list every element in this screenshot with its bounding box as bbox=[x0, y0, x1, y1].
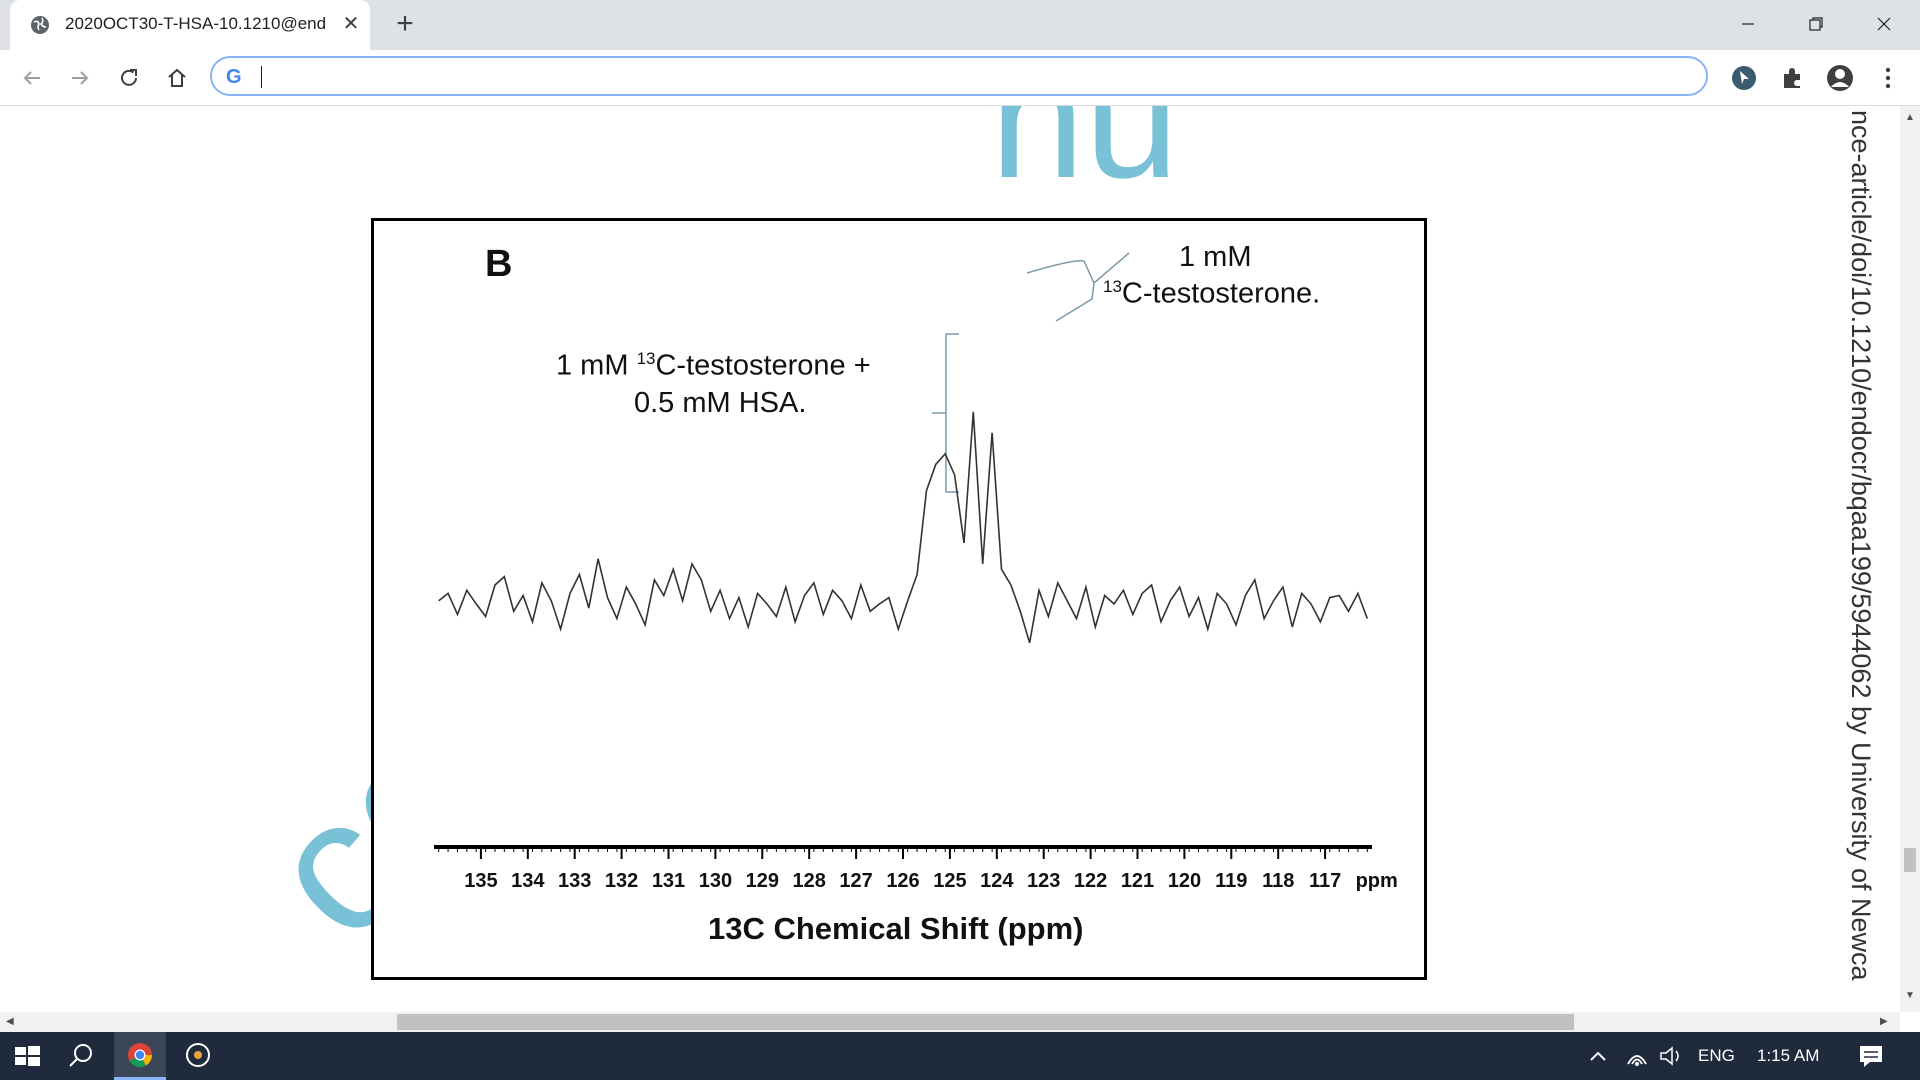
tab-close-button[interactable]: ✕ bbox=[342, 13, 360, 35]
scroll-left-arrow-icon[interactable]: ◀ bbox=[6, 1016, 14, 1027]
panel-label: B bbox=[485, 243, 513, 285]
windows-start-icon[interactable] bbox=[12, 1032, 42, 1080]
volume-icon[interactable] bbox=[1658, 1032, 1684, 1080]
taskbar-app-button[interactable] bbox=[172, 1032, 224, 1080]
back-arrow-icon bbox=[23, 71, 40, 85]
tick-label: 122 bbox=[1074, 870, 1107, 892]
x-axis-title: 13C Chemical Shift (ppm) bbox=[708, 911, 1084, 946]
tick-label: 119 bbox=[1215, 870, 1247, 892]
globe-icon bbox=[31, 16, 49, 34]
scroll-right-arrow-icon[interactable]: ▶ bbox=[1880, 1016, 1888, 1027]
tab-title: 2020OCT30-T-HSA-10.1210@end bbox=[65, 14, 327, 33]
label-complex-line1: 1 mM 13C-testosterone + bbox=[556, 349, 871, 383]
close-window-button[interactable] bbox=[1864, 8, 1904, 40]
tick-label: 123 bbox=[1027, 870, 1060, 892]
reload-button[interactable] bbox=[113, 62, 145, 94]
restore-icon bbox=[1809, 17, 1823, 31]
tick-label: 128 bbox=[793, 870, 826, 892]
figure-panel: B 1 mM 13C-testosterone. 1 mM 13C-testos… bbox=[371, 218, 1427, 980]
label-complex-text: C-testosterone + bbox=[655, 349, 871, 382]
profile-avatar-icon[interactable] bbox=[1824, 62, 1856, 94]
tick-label: 132 bbox=[605, 870, 638, 892]
tick-label: 124 bbox=[980, 870, 1014, 892]
tick-label: 131 bbox=[652, 870, 685, 892]
back-button[interactable] bbox=[16, 62, 48, 94]
label-complex-prefix: 1 mM bbox=[556, 349, 637, 382]
horizontal-scroll-thumb[interactable] bbox=[397, 1014, 1574, 1030]
home-icon bbox=[168, 68, 186, 87]
google-icon: G bbox=[226, 66, 242, 88]
browser-tab[interactable]: 2020OCT30-T-HSA-10.1210@end ✕ bbox=[10, 0, 370, 50]
chrome-icon bbox=[128, 1043, 152, 1068]
menu-kebab-icon[interactable] bbox=[1872, 62, 1904, 94]
label-complex-superscript: 13 bbox=[636, 349, 656, 368]
bracket-free bbox=[1026, 252, 1130, 322]
side-watermark-text: nce-article/doi/10.1210/endocr/bqaa199/5… bbox=[1846, 110, 1876, 981]
restore-button[interactable] bbox=[1796, 8, 1836, 40]
tick-label: 135 bbox=[464, 870, 497, 892]
tick-label: 121 bbox=[1121, 870, 1154, 892]
browser-toolbar: G bbox=[0, 50, 1920, 106]
tick-label: 134 bbox=[511, 870, 545, 892]
tick-label: 120 bbox=[1168, 870, 1201, 892]
clock[interactable]: 1:15 AM bbox=[1757, 1046, 1820, 1065]
vertical-scroll-thumb[interactable] bbox=[1904, 848, 1916, 872]
reload-icon bbox=[121, 69, 137, 86]
scroll-up-arrow-icon[interactable]: ▲ bbox=[1905, 112, 1915, 123]
label-free-line2: 13C-testosterone. bbox=[1103, 277, 1320, 311]
notifications-icon[interactable] bbox=[1856, 1032, 1886, 1080]
tick-label: 133 bbox=[558, 870, 591, 892]
tick-label: 117 bbox=[1309, 870, 1341, 892]
network-icon[interactable] bbox=[1624, 1032, 1650, 1080]
new-tab-button[interactable]: + bbox=[396, 7, 414, 40]
bracket-complex bbox=[932, 333, 959, 493]
extensions-puzzle-icon[interactable] bbox=[1776, 62, 1808, 94]
tab-bar: 2020OCT30-T-HSA-10.1210@end ✕ + bbox=[0, 0, 1920, 50]
label-free-superscript: 13 bbox=[1103, 277, 1122, 296]
home-button[interactable] bbox=[161, 62, 193, 94]
minimize-button[interactable] bbox=[1728, 8, 1768, 40]
spectrum-trace bbox=[438, 411, 1369, 644]
address-bar[interactable]: G bbox=[210, 56, 1708, 96]
windows-taskbar: ENG 1:15 AM bbox=[0, 1032, 1920, 1080]
minimize-icon bbox=[1742, 23, 1754, 25]
scroll-down-arrow-icon[interactable]: ▼ bbox=[1905, 990, 1915, 1001]
tick-label: 125 bbox=[933, 870, 966, 892]
language-indicator[interactable]: ENG bbox=[1698, 1046, 1735, 1065]
text-caret bbox=[261, 66, 262, 88]
spectrum-plot: 135 134 133 132 131 130 129 128 127 126 125 124 123 1… bbox=[434, 252, 1398, 892]
label-free-text: C-testosterone. bbox=[1121, 277, 1321, 310]
page-content: nu cc B 1 mM 13C-testosterone. 1 mM 13C-… bbox=[0, 106, 1900, 1012]
label-free-line1: 1 mM bbox=[1179, 241, 1252, 273]
forward-button[interactable] bbox=[64, 62, 96, 94]
tick-label: 129 bbox=[746, 870, 779, 892]
tick-label: ppm bbox=[1356, 870, 1398, 892]
tick-label: 130 bbox=[699, 870, 732, 892]
media-app-icon bbox=[186, 1043, 210, 1067]
tick-label: 118 bbox=[1262, 870, 1294, 892]
show-hidden-icons-icon[interactable] bbox=[1586, 1032, 1610, 1080]
horizontal-scrollbar[interactable]: ◀ ▶ bbox=[0, 1012, 1900, 1032]
tick-label: 127 bbox=[839, 870, 872, 892]
vertical-scrollbar[interactable]: ▲ ▼ bbox=[1900, 106, 1920, 1012]
taskbar-chrome-button[interactable] bbox=[114, 1032, 166, 1080]
watermark-top: nu bbox=[990, 106, 1180, 214]
label-complex-line2: 0.5 mM HSA. bbox=[634, 387, 807, 419]
cursor-extension-icon[interactable] bbox=[1728, 62, 1760, 94]
search-icon[interactable] bbox=[66, 1032, 96, 1080]
forward-arrow-icon bbox=[72, 71, 89, 85]
close-icon bbox=[1877, 17, 1891, 31]
tick-label: 126 bbox=[886, 870, 919, 892]
